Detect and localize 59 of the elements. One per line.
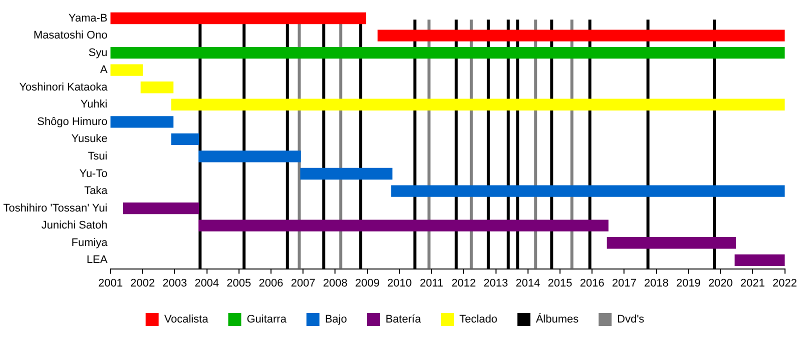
x-tick-label: 2002 bbox=[130, 277, 155, 290]
legend-label: Vocalista bbox=[164, 314, 210, 326]
legend-label: Álbumes bbox=[536, 312, 580, 326]
y-tick-label: A bbox=[100, 64, 108, 76]
legend-label: Teclado bbox=[459, 314, 498, 326]
bar bbox=[110, 64, 143, 76]
bar bbox=[300, 168, 392, 180]
bar bbox=[378, 30, 785, 42]
legend-label: Batería bbox=[385, 314, 422, 326]
bar bbox=[171, 133, 200, 146]
bar bbox=[198, 220, 608, 232]
x-tick-label: 2007 bbox=[290, 277, 316, 290]
bar bbox=[171, 98, 785, 110]
y-tick-label: Tsui bbox=[88, 150, 108, 163]
bar bbox=[140, 82, 174, 94]
x-tick-label: 2012 bbox=[451, 277, 476, 290]
x-tick-label: 2003 bbox=[162, 277, 187, 290]
y-tick-label: Yusuke bbox=[71, 133, 108, 146]
x-tick-label: 2010 bbox=[387, 277, 412, 290]
legend-label: Guitarra bbox=[246, 314, 288, 326]
x-tick-label: 2001 bbox=[98, 277, 123, 290]
bar bbox=[122, 202, 200, 214]
x-tick-label: 2016 bbox=[580, 277, 604, 290]
y-tick-label: Yuhki bbox=[80, 98, 108, 111]
y-tick-label: Junichi Satoh bbox=[41, 220, 108, 232]
y-tick-label: LEA bbox=[86, 254, 108, 266]
bar bbox=[734, 254, 785, 266]
y-tick-label: Toshihiro 'Tossan' Yui bbox=[3, 202, 108, 214]
bar bbox=[110, 12, 366, 24]
bar bbox=[391, 185, 785, 197]
x-tick-label: 2019 bbox=[676, 277, 701, 290]
x-tick-label: 2017 bbox=[612, 277, 636, 290]
x-tick-label: 2018 bbox=[644, 277, 669, 290]
y-tick-label: Syu bbox=[88, 46, 108, 59]
x-tick-label: 2022 bbox=[772, 277, 798, 290]
x-tick-label: 2004 bbox=[194, 277, 220, 290]
legend-label: Dvd's bbox=[617, 314, 645, 326]
y-tick-label: Masatoshi Ono bbox=[33, 30, 108, 42]
bar bbox=[110, 46, 785, 59]
bar bbox=[110, 116, 174, 128]
x-tick-label: 2006 bbox=[258, 277, 284, 290]
legend-label: Bajo bbox=[324, 314, 347, 326]
y-tick-label: Fumiya bbox=[71, 236, 108, 249]
x-tick-label: 2020 bbox=[708, 277, 733, 290]
bar bbox=[606, 237, 736, 249]
x-tick-label: 2021 bbox=[740, 277, 765, 290]
y-tick-label: Taka bbox=[84, 185, 108, 198]
x-tick-label: 2015 bbox=[548, 277, 572, 290]
x-tick-label: 2014 bbox=[516, 277, 540, 290]
x-tick-label: 2009 bbox=[355, 277, 380, 290]
y-tick-label: Yu-To bbox=[79, 168, 108, 180]
y-tick-label: Shôgo Himuro bbox=[37, 116, 108, 128]
x-tick-label: 2013 bbox=[484, 277, 508, 290]
y-tick-label: Yama-B bbox=[68, 12, 108, 24]
bar bbox=[198, 150, 301, 162]
x-tick-label: 2008 bbox=[323, 277, 348, 290]
x-tick-label: 2005 bbox=[226, 277, 252, 290]
x-tick-label: 2011 bbox=[420, 277, 444, 290]
y-tick-label: Yoshinori Kataoka bbox=[19, 81, 108, 94]
